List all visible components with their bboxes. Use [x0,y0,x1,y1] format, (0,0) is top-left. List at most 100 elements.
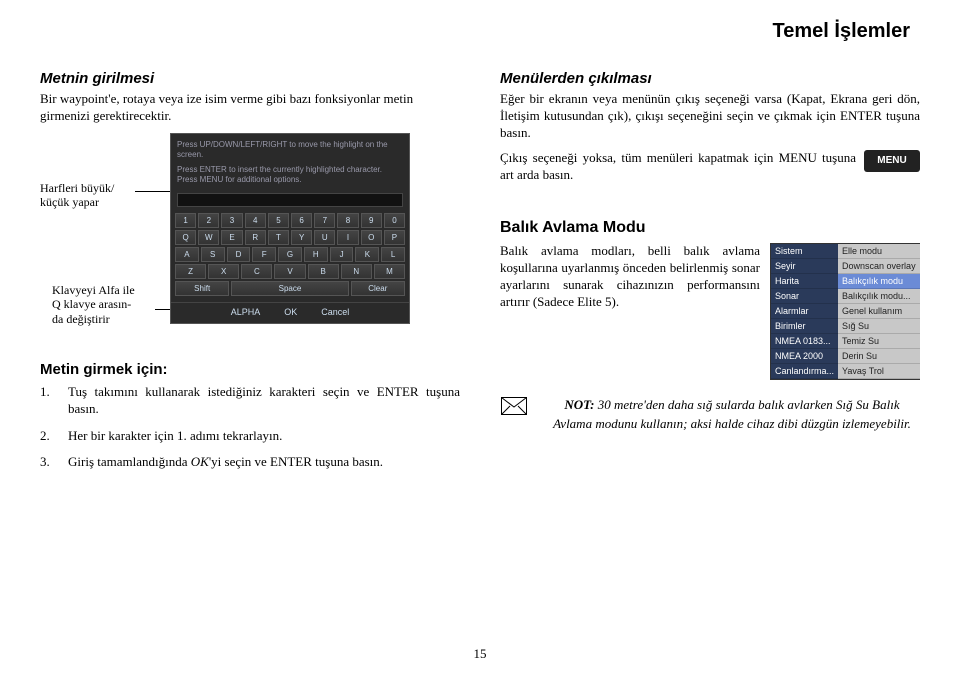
fish-menu-item: Alarmlar [771,304,838,319]
fish-menu-item: Temiz Su [838,334,920,349]
envelope-icon [500,396,528,416]
fish-menu-item: Sistem [771,244,838,259]
fish-menu-col-2: Elle moduDownscan overlayBalıkçılık modu… [838,244,920,379]
keyboard-key: C [241,264,272,279]
keyboard-key: 6 [291,213,312,228]
keyboard-key: 5 [268,213,289,228]
fish-menu-item: NMEA 2000 [771,349,838,364]
keyboard-key: N [341,264,372,279]
heading-balik-avlama-modu: Balık Avlama Modu [500,219,920,237]
keyboard-actions: ALPHAOKCancel [171,302,409,323]
fish-menu-item: Balıkçılık modu... [838,289,920,304]
keyboard-key: Y [291,230,312,245]
keyboard-row: ZXCVBNM [175,264,405,279]
keyboard-key: D [227,247,251,262]
step-3-text: Giriş tamamlandığında OK'yi seçin ve ENT… [68,454,460,471]
keyboard-action-cancel: Cancel [321,307,349,317]
keyboard-key: Z [175,264,206,279]
keyboard-key: Q [175,230,196,245]
steps-list: 1. Tuş takımını kullanarak istediğiniz k… [40,384,460,472]
fish-menu-item: Balıkçılık modu [838,274,920,289]
annot2-line2: Q klavye arasın- [52,297,131,311]
fish-mode-menu-graphic: SistemSeyirHaritaSonarAlarmlarBirimlerNM… [770,243,920,380]
keyboard-key: R [245,230,266,245]
intro-text: Bir waypoint'e, rotaya veya ize isim ver… [40,91,460,125]
fish-menu-item: Seyir [771,259,838,274]
menulerden-para-2: Çıkış seçeneği yoksa, tüm menüleri kapat… [500,150,856,182]
keyboard-key: G [278,247,302,262]
keyboard-key: S [201,247,225,262]
keyboard-key: B [308,264,339,279]
annot1-line1: Harfleri büyük/ [40,181,114,195]
step-3-num: 3. [40,454,54,471]
fish-menu-item: Downscan overlay [838,259,920,274]
leader-line-1 [135,191,175,192]
fish-menu-item: Derin Su [838,349,920,364]
note-label: NOT: [564,397,594,412]
heading-metnin-girilmesi: Metnin girilmesi [40,70,460,87]
keyboard-key: P [384,230,405,245]
note-text: NOT: 30 metre'den daha sığ sularda balık… [544,396,920,432]
heading-metin-girmek-icin: Metin girmek için: [40,361,460,378]
keyboard-key: M [374,264,405,279]
keyboard-key: 8 [337,213,358,228]
fish-menu-item: Yavaş Trol [838,364,920,379]
keyboard-row: QWERTYUIOP [175,230,405,245]
annot2-line3: da değiştirir [52,312,110,326]
step-3-ok: OK [191,454,209,469]
step-1-num: 1. [40,384,54,418]
page-title: Temel İşlemler [773,20,910,43]
keyboard-action-alpha: ALPHA [231,307,261,317]
step-3: 3. Giriş tamamlandığında OK'yi seçin ve … [40,454,460,471]
fish-menu-item: NMEA 0183... [771,334,838,349]
right-column: Menülerden çıkılması Eğer bir ekranın ve… [500,70,920,481]
keyboard-key: 3 [221,213,242,228]
annot2-line1: Klavyeyi Alfa ile [52,283,135,297]
fish-menu-item: Elle modu [838,244,920,259]
keyboard-bottom-row: ShiftSpaceClear [175,281,405,296]
fish-mode-text: Balık avlama modları, belli balık avlama… [500,243,760,311]
step-2-text: Her bir karakter için 1. adımı tekrarlay… [68,428,460,445]
keyboard-key: 4 [245,213,266,228]
keyboard-key-clear: Clear [351,281,405,296]
note-body: 30 metre'den daha sığ sularda balık avla… [553,397,911,430]
keyboard-key: T [268,230,289,245]
annotation-case-toggle: Harfleri büyük/ küçük yapar [40,181,150,210]
fish-menu-item: Genel kullanım [838,304,920,319]
keyboard-row: 1234567890 [175,213,405,228]
annot1-line2: küçük yapar [40,195,99,209]
keyboard-hint-2: Press ENTER to insert the currently high… [171,165,409,190]
keyboard-key: J [330,247,354,262]
menulerden-para-2-wrap: MENU Çıkış seçeneği yoksa, tüm menüleri … [500,150,920,184]
keyboard-key-space: Space [231,281,348,296]
keyboard-key: A [175,247,199,262]
page-number: 15 [0,646,960,662]
keyboard-input-field [177,193,403,207]
keyboard-key: 7 [314,213,335,228]
keyboard-key: O [361,230,382,245]
keyboard-key: I [337,230,358,245]
onscreen-keyboard: Press UP/DOWN/LEFT/RIGHT to move the hig… [170,133,410,325]
step-2-num: 2. [40,428,54,445]
keyboard-key: V [274,264,305,279]
keyboard-figure: Harfleri büyük/ küçük yapar Klavyeyi Alf… [40,133,460,343]
keyboard-key-shift: Shift [175,281,229,296]
keyboard-key: E [221,230,242,245]
keyboard-keys: 1234567890QWERTYUIOPASDFGHJKLZXCVBNMShif… [171,211,409,302]
heading-menulerden-cikilmasi: Menülerden çıkılması [500,70,920,87]
fish-mode-section: Balık avlama modları, belli balık avlama… [500,243,920,380]
fish-menu-item: Harita [771,274,838,289]
fish-menu-item: Sığ Su [838,319,920,334]
keyboard-key: 0 [384,213,405,228]
keyboard-key: L [381,247,405,262]
fish-menu-item: Sonar [771,289,838,304]
keyboard-key: 1 [175,213,196,228]
annotation-alpha-toggle: Klavyeyi Alfa ile Q klavye arasın- da de… [52,283,162,326]
menulerden-para-1: Eğer bir ekranın veya menünün çıkış seçe… [500,91,920,142]
left-column: Metnin girilmesi Bir waypoint'e, rotaya … [40,70,460,481]
menu-button-graphic: MENU [864,150,920,172]
keyboard-key: X [208,264,239,279]
step-2: 2. Her bir karakter için 1. adımı tekrar… [40,428,460,445]
step-1: 1. Tuş takımını kullanarak istediğiniz k… [40,384,460,418]
step-3-a: Giriş tamamlandığında [68,454,191,469]
